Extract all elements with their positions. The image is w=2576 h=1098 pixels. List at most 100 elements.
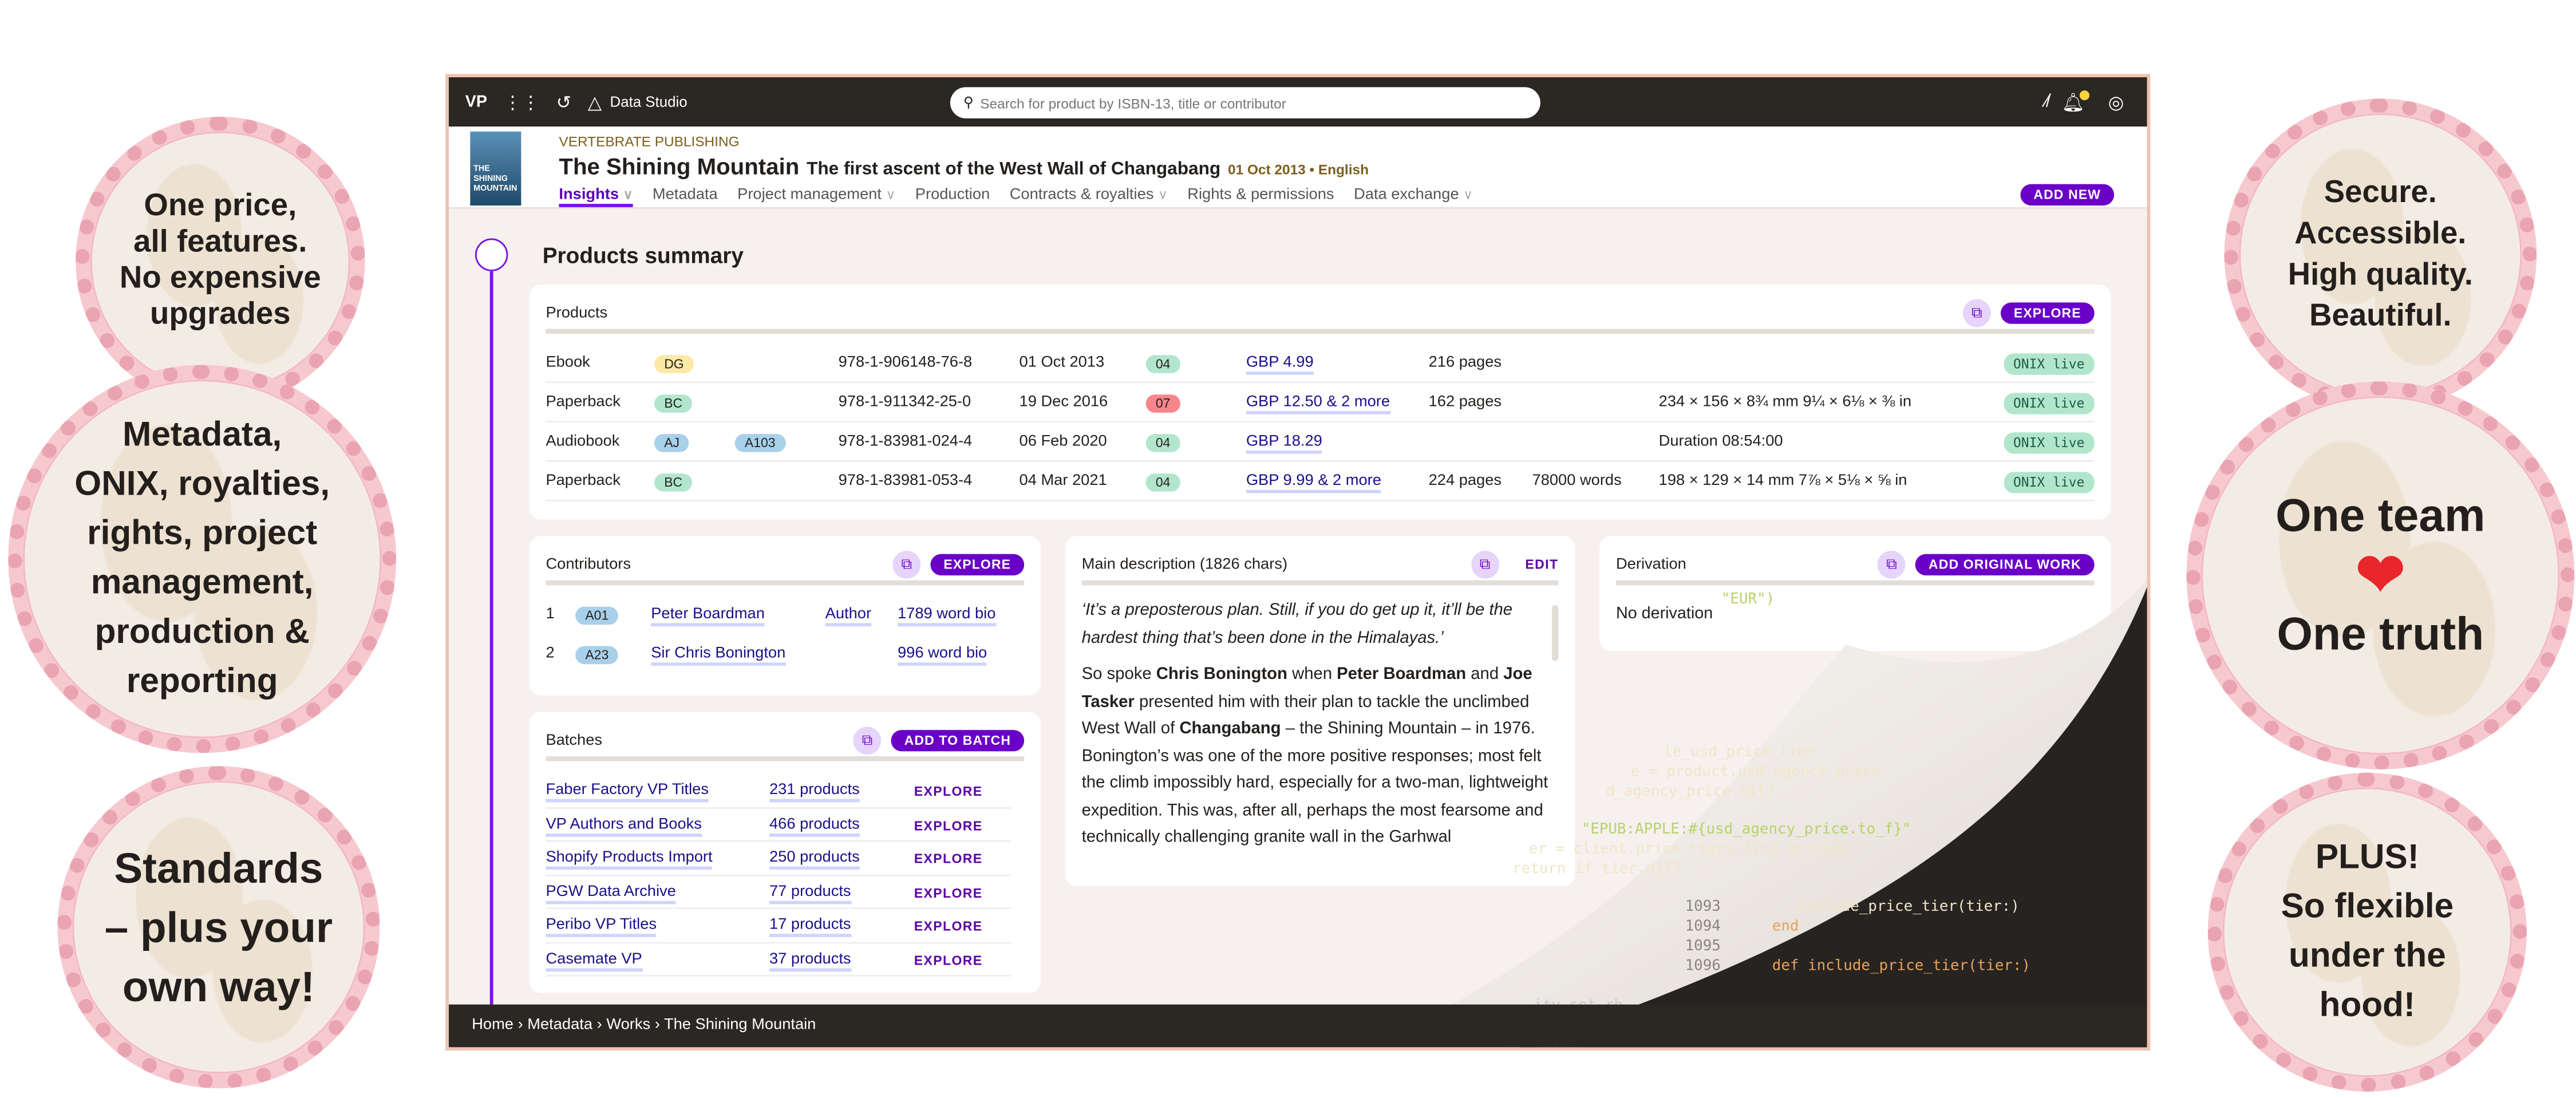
price-link[interactable]: GBP 4.99	[1246, 353, 1314, 375]
batch-row[interactable]: Casemate VP 37 products EXPLORE	[546, 943, 1012, 977]
apps-grid-icon[interactable]: ⋮⋮	[503, 93, 540, 113]
batch-name-link[interactable]: Faber Factory VP Titles	[546, 781, 709, 803]
history-icon[interactable]: ↺	[556, 93, 572, 113]
contributor-name-link[interactable]: Sir Chris Bonington	[651, 645, 786, 666]
batch-count-link[interactable]: 37 products	[769, 949, 851, 971]
contributor-row[interactable]: 2 A23 Sir Chris Bonington 996 word bio	[546, 635, 1024, 674]
feature-badge-one-team: One team ❤ One truth	[2186, 381, 2575, 770]
search-input[interactable]	[980, 94, 1507, 111]
vp-logo[interactable]: VP	[465, 93, 488, 111]
tab-metadata[interactable]: Metadata	[652, 185, 718, 204]
edit-description-button[interactable]: EDIT	[1525, 557, 1559, 572]
contributor-row[interactable]: 1 A01 Peter Boardman Author 1789 word bio	[546, 595, 1024, 635]
search-box[interactable]: ⚲	[950, 87, 1540, 119]
imprint-badge: BC	[654, 473, 693, 492]
publisher-name[interactable]: VERTEBRATE PUBLISHING	[559, 133, 740, 150]
batch-row[interactable]: PGW Data Archive 77 products EXPLORE	[546, 875, 1012, 910]
explore-contributors-button[interactable]: EXPLORE	[930, 554, 1025, 576]
contributor-number: 1	[546, 605, 555, 623]
status-badge: 04	[1145, 473, 1180, 492]
contributor-name-link[interactable]: Peter Boardman	[651, 605, 765, 627]
bio-link[interactable]: 1789 word bio	[898, 605, 996, 627]
batch-name-link[interactable]: PGW Data Archive	[546, 882, 676, 904]
contributor-role-link[interactable]: Author	[825, 605, 872, 627]
timeline-line	[489, 271, 493, 1006]
isbn: 978-1-83981-024-4	[838, 432, 973, 451]
chevron-down-icon: ∨	[1158, 187, 1168, 203]
copy-icon[interactable]: ⧉	[853, 726, 882, 755]
user-icon[interactable]: ◎	[2108, 93, 2124, 113]
onix-status-badge[interactable]: ONIX live	[2003, 472, 2095, 493]
book-cover[interactable]: THE SHINING MOUNTAIN	[470, 131, 521, 206]
batch-explore-button[interactable]: EXPLORE	[914, 784, 983, 799]
copy-icon[interactable]: ⧉	[892, 551, 921, 579]
code-line: def include_price_tier(tier:)	[1772, 958, 2031, 975]
breadcrumb-home[interactable]: Home	[472, 1016, 513, 1034]
add-to-batch-button[interactable]: ADD TO BATCH	[891, 730, 1025, 752]
batch-explore-button[interactable]: EXPLORE	[914, 817, 983, 833]
copy-icon[interactable]: ⧉	[1471, 551, 1499, 579]
copy-icon[interactable]: ⧉	[1962, 299, 1991, 327]
timeline-marker	[475, 238, 508, 271]
main-nav: Insights ∨ Metadata Project management ∨…	[559, 186, 1473, 207]
batch-count-link[interactable]: 77 products	[769, 882, 851, 904]
bell-icon[interactable]: 🔔︎	[2061, 89, 2090, 113]
batch-row[interactable]: Faber Factory VP Titles 231 products EXPLO…	[546, 775, 1012, 808]
dimensions: Duration 08:54:00	[1658, 432, 1783, 451]
line-number: 1093	[1685, 899, 1721, 916]
feature-badge-standards: Standards – plus your own way!	[57, 766, 380, 1089]
batch-row[interactable]: VP Authors and Books 466 products EXPLORE	[546, 808, 1012, 842]
price-link[interactable]: GBP 12.50 & 2 more	[1246, 393, 1390, 414]
batch-count-link[interactable]: 17 products	[769, 916, 851, 937]
product-type: Ebook	[546, 353, 590, 372]
price-link[interactable]: GBP 9.99 & 2 more	[1246, 472, 1381, 493]
product-row[interactable]: Ebook DG 978-1-906148-76-8 01 Oct 2013 04 GBP…	[546, 343, 2095, 384]
tab-contracts-royalties[interactable]: Contracts & royalties ∨	[1009, 185, 1168, 204]
batch-count-link[interactable]: 466 products	[769, 815, 860, 836]
theme-toggle-icon[interactable]: ⁄̸	[2045, 92, 2049, 112]
data-studio-logo-icon: △	[587, 93, 602, 113]
dimensions: 198 × 129 × 14 mm 7⅞ × 5⅛ × ⅝ in	[1658, 472, 1907, 490]
onix-status-badge[interactable]: ONIX live	[2003, 393, 2095, 414]
breadcrumb-metadata[interactable]: Metadata	[527, 1016, 593, 1034]
tab-project-management[interactable]: Project management ∨	[737, 185, 896, 204]
batch-row[interactable]: Peribo VP Titles 17 products EXPLORE	[546, 909, 1012, 943]
tab-insights[interactable]: Insights ∨	[559, 186, 633, 207]
batches-card: Batches ⧉ ADD TO BATCH Faber Factory VP Ti…	[529, 712, 1041, 993]
batch-name-link[interactable]: Shopify Products Import	[546, 848, 713, 870]
copy-icon[interactable]: ⧉	[1877, 551, 1906, 579]
add-original-work-button[interactable]: ADD ORIGINAL WORK	[1915, 554, 2095, 576]
isbn: 978-1-911342-25-0	[838, 393, 971, 411]
top-bar: VP ⋮⋮ ↺ △ Data Studio ⚲ ⁄̸ 🔔︎ ◎	[449, 77, 2147, 127]
batch-name-link[interactable]: Peribo VP Titles	[546, 916, 657, 937]
batch-count-link[interactable]: 231 products	[769, 781, 860, 803]
breadcrumb: Home › Metadata › Works › The Shining Mo…	[449, 1004, 2147, 1048]
batch-explore-button[interactable]: EXPLORE	[914, 953, 983, 968]
tab-data-exchange[interactable]: Data exchange ∨	[1354, 185, 1473, 204]
product-row[interactable]: Audiobook AJ A103 978-1-83981-024-4 06 Feb 2…	[546, 422, 2095, 462]
onix-status-badge[interactable]: ONIX live	[2003, 353, 2095, 375]
batch-name-link[interactable]: Casemate VP	[546, 949, 642, 971]
batch-count-link[interactable]: 250 products	[769, 848, 860, 870]
product-row[interactable]: Paperback BC 978-1-911342-25-0 19 Dec 2016 0…	[546, 383, 2095, 423]
price-link[interactable]: GBP 18.29	[1246, 432, 1322, 454]
add-new-button[interactable]: ADD NEW	[2020, 184, 2115, 206]
batch-row[interactable]: Shopify Products Import 250 products EXPLO…	[546, 842, 1012, 876]
pub-date: 04 Mar 2021	[1019, 472, 1107, 490]
scrollbar[interactable]	[1551, 605, 1559, 661]
onix-status-badge[interactable]: ONIX live	[2003, 432, 2095, 454]
explore-products-button[interactable]: EXPLORE	[2000, 302, 2095, 324]
tab-rights-permissions[interactable]: Rights & permissions	[1187, 185, 1334, 204]
breadcrumb-works[interactable]: Works	[606, 1016, 651, 1034]
batch-name-link[interactable]: VP Authors and Books	[546, 815, 702, 836]
bio-link[interactable]: 996 word bio	[898, 645, 987, 666]
batch-explore-button[interactable]: EXPLORE	[914, 919, 983, 934]
batch-explore-button[interactable]: EXPLORE	[914, 885, 983, 900]
chevron-down-icon: ∨	[886, 187, 896, 203]
work-title: The Shining Mountain The first ascent of…	[559, 153, 1369, 180]
app-name[interactable]: Data Studio	[610, 93, 688, 110]
batch-explore-button[interactable]: EXPLORE	[914, 851, 983, 867]
tab-production[interactable]: Production	[915, 185, 990, 204]
product-row[interactable]: Paperback BC 978-1-83981-053-4 04 Mar 2021 0…	[546, 462, 2095, 501]
description-text: ‘It’s a preposterous plan. Still, if you…	[1081, 602, 1548, 847]
